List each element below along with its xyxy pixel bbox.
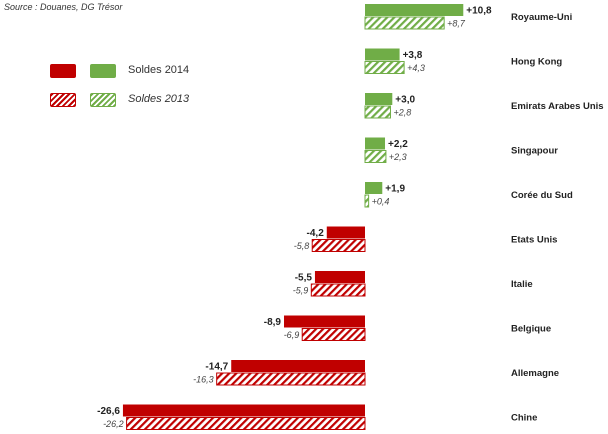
- data-label-2013-italie: -5,9: [293, 286, 309, 296]
- data-label-2014-allemagne: -14,7: [205, 362, 228, 373]
- bar-2014-royaume-uni: [365, 4, 464, 16]
- category-label-etats-unis: Etats Unis: [511, 235, 557, 246]
- data-label-2014-singapour: +2,2: [388, 139, 408, 150]
- bar-2014-emirats-arabes-unis: [365, 93, 393, 105]
- bar-2014-belgique: [284, 315, 365, 328]
- data-label-2013-belgique: -6,9: [284, 330, 300, 340]
- data-label-2014-etats-unis: -4,2: [307, 228, 325, 239]
- bar-2013-cor-e-du-sud: [364, 194, 370, 208]
- bar-2013-belgique: [301, 328, 366, 341]
- data-label-2013-cor-e-du-sud: +0,4: [372, 197, 390, 207]
- data-label-2014-italie: -5,5: [295, 273, 313, 284]
- category-label-chine: Chine: [511, 413, 537, 424]
- legend-label-2014: Soldes 2014: [128, 64, 190, 76]
- data-label-2014-belgique: -8,9: [264, 317, 282, 328]
- category-label-cor-e-du-sud: Corée du Sud: [511, 190, 573, 201]
- data-label-2013-hong-kong: +4,3: [407, 63, 425, 73]
- bar-2014-chine: [122, 404, 365, 417]
- bar-2013-royaume-uni: [364, 16, 445, 30]
- category-label-allemagne: Allemagne: [511, 368, 559, 379]
- bar-2013-chine: [126, 417, 366, 430]
- bar-2014-italie: [314, 271, 365, 283]
- data-label-2013-chine: -26,2: [103, 419, 124, 429]
- category-label-emirats-arabes-unis: Emirats Arabes Unis: [511, 101, 604, 112]
- bar-2014-cor-e-du-sud: [365, 182, 383, 194]
- bar-2014-etats-unis: [326, 226, 365, 239]
- bar-2013-emirats-arabes-unis: [364, 105, 391, 119]
- data-label-2014-cor-e-du-sud: +1,9: [385, 184, 405, 195]
- legend-label-2013: Soldes 2013: [128, 93, 190, 105]
- data-label-2014-chine: -26,6: [97, 406, 120, 417]
- data-label-2014-hong-kong: +3,8: [403, 50, 423, 61]
- category-label-hong-kong: Hong Kong: [511, 57, 562, 68]
- data-label-2013-royaume-uni: +8,7: [447, 19, 466, 29]
- data-label-2013-emirats-arabes-unis: +2,8: [393, 108, 411, 118]
- bar-2013-singapour: [364, 150, 387, 163]
- legend-swatch-2013-positive: [90, 93, 116, 107]
- bar-2014-hong-kong: [365, 48, 400, 61]
- bar-2013-hong-kong: [364, 61, 405, 74]
- legend-swatch-2013-negative: [50, 93, 76, 107]
- data-label-2013-singapour: +2,3: [389, 152, 407, 162]
- category-label-italie: Italie: [511, 279, 533, 290]
- category-label-belgique: Belgique: [511, 324, 551, 335]
- bar-2013-etats-unis: [311, 239, 366, 252]
- bar-2014-allemagne: [231, 360, 365, 372]
- bar-2014-singapour: [365, 137, 386, 150]
- data-label-2013-allemagne: -16,3: [193, 375, 214, 385]
- data-label-2014-emirats-arabes-unis: +3,0: [395, 95, 415, 106]
- legend-swatch-2014-positive: [90, 64, 116, 78]
- data-label-2013-etats-unis: -5,8: [294, 241, 310, 251]
- source-note: Source : Douanes, DG Trésor: [4, 2, 123, 12]
- legend-swatch-2014-negative: [50, 64, 76, 78]
- bar-2013-italie: [310, 283, 366, 297]
- category-label-singapour: Singapour: [511, 146, 558, 157]
- category-label-royaume-uni: Royaume-Uni: [511, 12, 572, 23]
- data-label-2014-royaume-uni: +10,8: [466, 6, 492, 17]
- bar-2013-allemagne: [216, 372, 366, 386]
